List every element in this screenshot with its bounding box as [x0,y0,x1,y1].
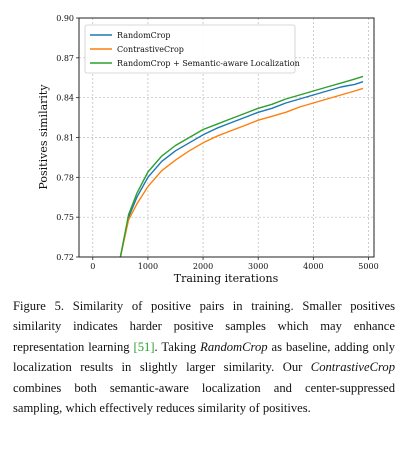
caption-em-contrastivecrop: ContrastiveCrop [310,360,395,375]
caption-text-3: as baseline, adding only localization re… [13,339,395,375]
randomcrop-line [119,81,364,258]
x-tick-label: 1000 [138,262,158,271]
x-tick-label: 0 [90,262,95,271]
legend-label-localization: RandomCrop + Semantic-aware Localization [117,59,300,68]
x-tick-label: 2000 [193,262,213,271]
caption-text-2: . Taking [154,339,201,354]
y-tick-label: 0.84 [56,94,74,103]
y-tick-label: 0.72 [56,253,74,262]
y-tick-label: 0.87 [56,54,74,63]
y-axis-ticks: 0.72 0.75 0.78 0.81 0.84 0.87 0.90 [56,14,79,262]
y-tick-label: 0.75 [56,213,74,222]
legend: RandomCrop ContrastiveCrop RandomCrop + … [84,24,300,74]
x-tick-label: 3000 [248,262,268,271]
x-axis-ticks: 0 1000 2000 3000 4000 5000 [90,257,379,271]
y-tick-label: 0.90 [56,14,74,23]
legend-label-contrastivecrop: ContrastiveCrop [117,45,184,54]
series-lines [119,75,364,258]
caption-text-1: Figure 5. Similarity of positive pairs i… [13,299,395,354]
contrastivecrop-line [119,87,364,258]
y-tick-label: 0.81 [56,134,74,143]
x-tick-label: 5000 [358,262,378,271]
y-axis-label: Positives similarity [37,84,50,190]
legend-box [84,24,296,74]
citation-open: [ [133,339,138,354]
x-tick-label: 4000 [303,262,323,271]
localization-line [119,75,364,258]
caption-text-4: combines both semantic-aware localizatio… [13,380,395,416]
caption-em-randomcrop: RandomCrop [200,339,268,354]
legend-label-randomcrop: RandomCrop [117,31,171,40]
citation-link[interactable]: 51 [137,339,151,354]
x-axis-label: Training iterations [174,272,279,285]
y-tick-label: 0.78 [56,173,74,182]
citation-close: ] [150,339,155,354]
similarity-chart: 0 1000 2000 3000 4000 5000 0.720.750.780.810.… [37,14,379,285]
figure-caption: Figure 5. Similarity of positive pairs i… [13,296,395,418]
